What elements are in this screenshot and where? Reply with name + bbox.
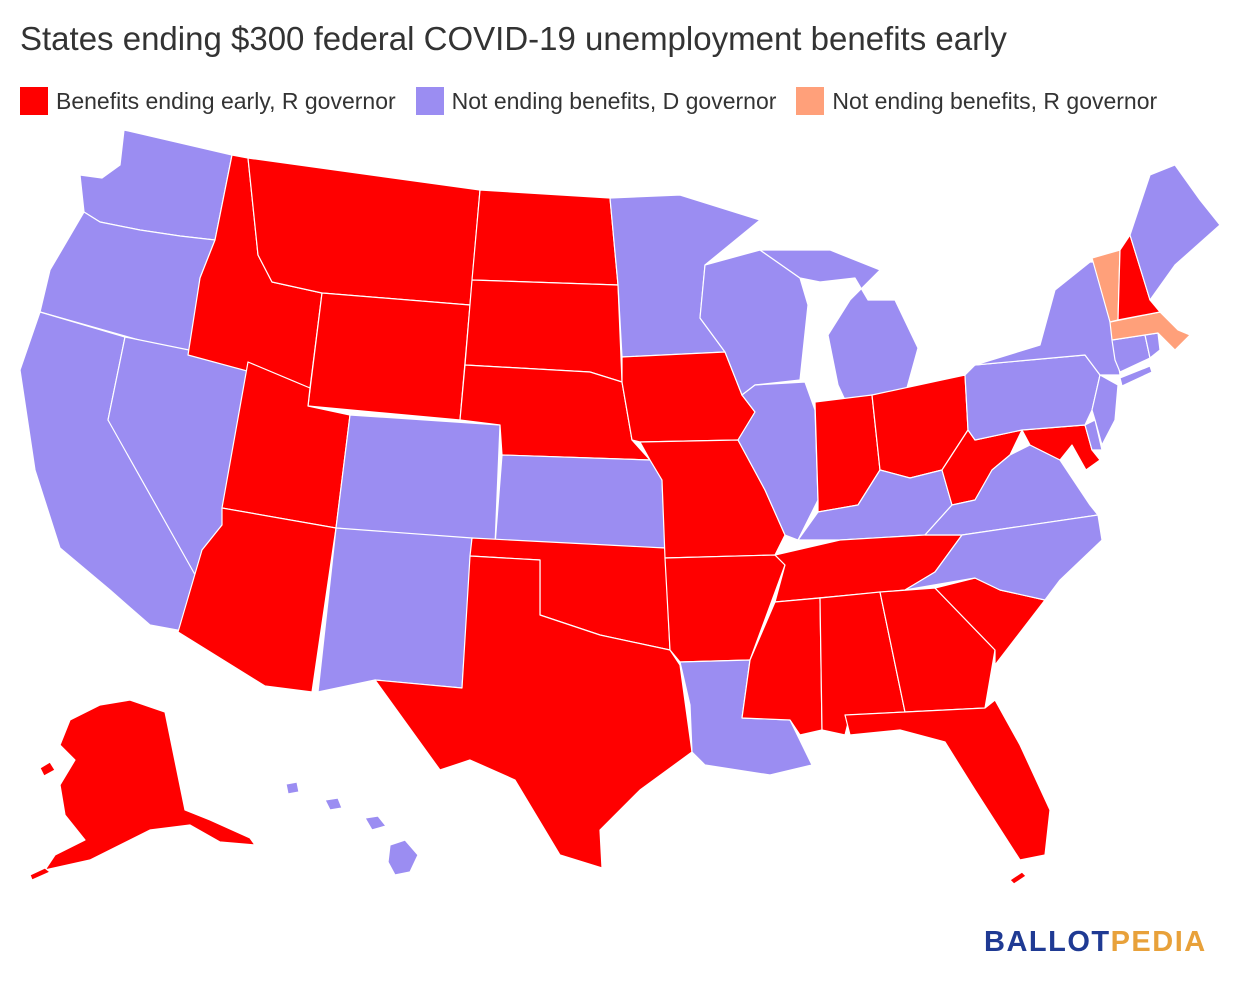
legend-swatch-not-ending-r xyxy=(796,87,825,115)
legend-label-not-ending-d: Not ending benefits, D governor xyxy=(451,87,777,114)
state-AK-aleutians[interactable] xyxy=(29,867,51,881)
legend-swatch-not-ending-d xyxy=(415,87,444,115)
state-KS[interactable] xyxy=(494,454,666,549)
legend-item-ending-early[interactable]: Benefits ending early, R governor xyxy=(20,87,396,115)
legend-label-ending-early: Benefits ending early, R governor xyxy=(56,87,396,114)
legend-label-not-ending-r: Not ending benefits, R governor xyxy=(832,87,1158,114)
state-CO[interactable] xyxy=(335,414,501,546)
map-title: States ending $300 federal COVID-19 unem… xyxy=(20,20,1007,57)
state-WY[interactable] xyxy=(307,292,471,421)
ballotpedia-logo: BALLOTPEDIA xyxy=(984,926,1207,959)
legend-item-not-ending-r[interactable]: Not ending benefits, R governor xyxy=(796,87,1157,115)
state-TX[interactable] xyxy=(374,555,693,869)
logo-part-ballot: BALLOT xyxy=(984,926,1111,958)
state-HI-oahu[interactable] xyxy=(324,797,343,811)
state-AK-island[interactable] xyxy=(39,761,56,777)
legend-swatch-ending-early xyxy=(20,87,48,115)
state-CT[interactable] xyxy=(1111,334,1151,373)
state-NY-li[interactable] xyxy=(1119,365,1153,387)
state-MA[interactable] xyxy=(1109,311,1191,351)
state-NC[interactable] xyxy=(904,514,1103,601)
state-NJ[interactable] xyxy=(1091,374,1119,446)
state-FL[interactable] xyxy=(844,699,1051,861)
state-NM[interactable] xyxy=(317,527,473,693)
state-AZ[interactable] xyxy=(177,507,337,693)
state-ND[interactable] xyxy=(471,189,619,286)
state-ME[interactable] xyxy=(1129,164,1221,301)
state-HI-maui[interactable] xyxy=(364,815,387,831)
state-AK[interactable] xyxy=(44,699,256,871)
state-HI-big[interactable] xyxy=(387,839,419,876)
state-FL-keys[interactable] xyxy=(1009,871,1027,885)
state-GA[interactable] xyxy=(879,587,996,713)
legend-item-not-ending-d[interactable]: Not ending benefits, D governor xyxy=(415,87,777,115)
legend: Benefits ending early, R governor Not en… xyxy=(20,84,1177,118)
state-IL[interactable] xyxy=(737,381,819,541)
state-HI-kauai[interactable] xyxy=(285,781,300,795)
logo-part-pedia: PEDIA xyxy=(1110,926,1207,958)
state-DE[interactable] xyxy=(1084,419,1103,451)
state-MT[interactable] xyxy=(247,157,481,306)
